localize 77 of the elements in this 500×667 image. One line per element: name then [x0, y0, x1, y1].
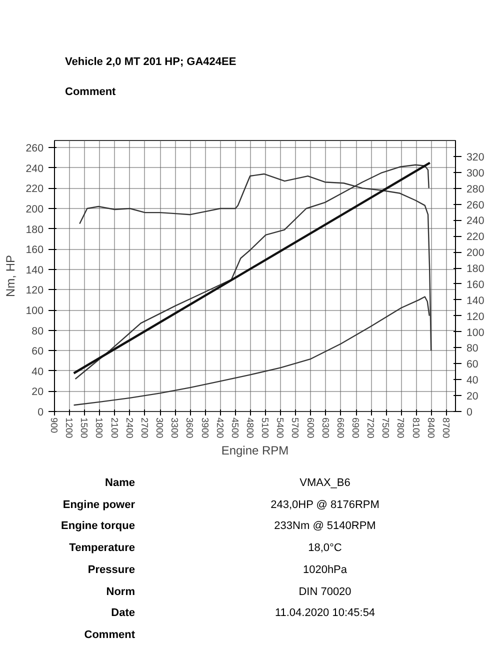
y2-tick-label: 180 — [466, 263, 484, 276]
y2-tick-label: 120 — [466, 310, 484, 323]
y-tick-label: 0 — [38, 406, 44, 418]
y2-tick-label: 200 — [466, 247, 484, 260]
chart-title: Vehicle 2,0 MT 201 HP; GA424EE — [65, 55, 236, 70]
y2-tick-label: 260 — [466, 199, 484, 212]
x-tick-label: 7800 — [396, 418, 406, 438]
y-tick-label: 120 — [26, 284, 44, 297]
y-tick-label: 100 — [26, 305, 44, 317]
y-tick-label: 180 — [26, 224, 44, 236]
x-tick-label: 5100 — [260, 418, 270, 438]
x-axis-title: Engine RPM — [221, 443, 289, 458]
y-tick-label: 220 — [26, 183, 44, 196]
y2-tick-label: 240 — [466, 215, 484, 228]
x-tick-label: 4800 — [244, 418, 255, 438]
x-tick-label: 3600 — [184, 418, 195, 438]
y2-tick-label: 80 — [466, 342, 478, 355]
x-tick-label: 4500 — [230, 418, 240, 438]
text: 18,0°C — [307, 541, 343, 556]
text: Engine torque — [60, 519, 135, 534]
text: 233Nm @ 5140RPM — [273, 519, 377, 534]
x-tick-label: 2100 — [109, 418, 120, 438]
x-tick-label: 6000 — [305, 418, 316, 438]
text: Norm — [105, 584, 135, 600]
text: Engine power — [62, 498, 135, 513]
text: Date — [110, 606, 135, 622]
text: VMAX_B6 — [298, 476, 352, 491]
text: Pressure — [86, 562, 135, 578]
x-tick-label: 7500 — [380, 418, 391, 438]
y2-tick-label: 320 — [466, 151, 484, 164]
text: Name — [104, 476, 135, 491]
x-tick-label: 1200 — [64, 418, 74, 438]
x-tick-label: 2700 — [139, 418, 150, 438]
x-tick-label: 6300 — [320, 418, 330, 438]
x-tick-label: 3000 — [154, 418, 165, 438]
y-axis-title: Nm, HP — [4, 255, 18, 297]
y-tick-label: 160 — [26, 244, 44, 256]
x-tick-label: 3900 — [200, 418, 210, 438]
x-tick-label: 8100 — [410, 418, 421, 438]
x-tick-label: 3300 — [170, 418, 180, 438]
x-tick-label: 6600 — [335, 418, 346, 438]
y2-tick-label: 0 — [466, 406, 472, 418]
y-tick-label: 200 — [26, 204, 44, 216]
y2-tick-label: 100 — [466, 326, 484, 339]
x-tick-label: 1500 — [79, 418, 90, 438]
y2-tick-label: 40 — [466, 374, 478, 387]
y-tick-label: 80 — [32, 325, 44, 338]
y2-tick-label: 220 — [466, 231, 484, 244]
chart-subtitle: Comment — [65, 84, 117, 100]
x-tick-label: 5400 — [275, 418, 286, 438]
x-tick-label: 6900 — [350, 418, 361, 438]
x-tick-label: 4200 — [214, 418, 225, 438]
y2-tick-label: 160 — [466, 278, 484, 291]
y-tick-label: 240 — [26, 162, 44, 175]
text: 243,0HP @ 8176RPM — [270, 498, 380, 513]
x-tick-label: 8700 — [440, 418, 451, 438]
text: 11.04.2020 10:45:54 — [274, 606, 376, 622]
y2-tick-label: 60 — [466, 358, 478, 371]
y-tick-label: 260 — [26, 142, 44, 155]
text: DIN 70020 — [298, 584, 352, 600]
y2-tick-label: 140 — [466, 294, 484, 307]
y2-tick-label: 300 — [466, 167, 484, 180]
text: Comment — [83, 628, 135, 643]
x-tick-label: 900 — [49, 418, 59, 434]
y-tick-label: 60 — [32, 346, 44, 358]
x-tick-label: 5700 — [290, 418, 300, 438]
y-tick-label: 20 — [32, 386, 44, 398]
x-tick-label: 8400 — [426, 418, 436, 438]
text: 1020hPa — [302, 562, 348, 578]
x-tick-label: 7200 — [366, 418, 376, 438]
x-tick-label: 2400 — [124, 418, 134, 438]
x-tick-label: 1800 — [94, 418, 104, 438]
text: Temperature — [68, 541, 135, 556]
y2-tick-label: 280 — [466, 183, 484, 196]
y-tick-label: 40 — [32, 366, 44, 378]
y2-tick-label: 20 — [466, 390, 478, 403]
y-tick-label: 140 — [26, 264, 44, 276]
